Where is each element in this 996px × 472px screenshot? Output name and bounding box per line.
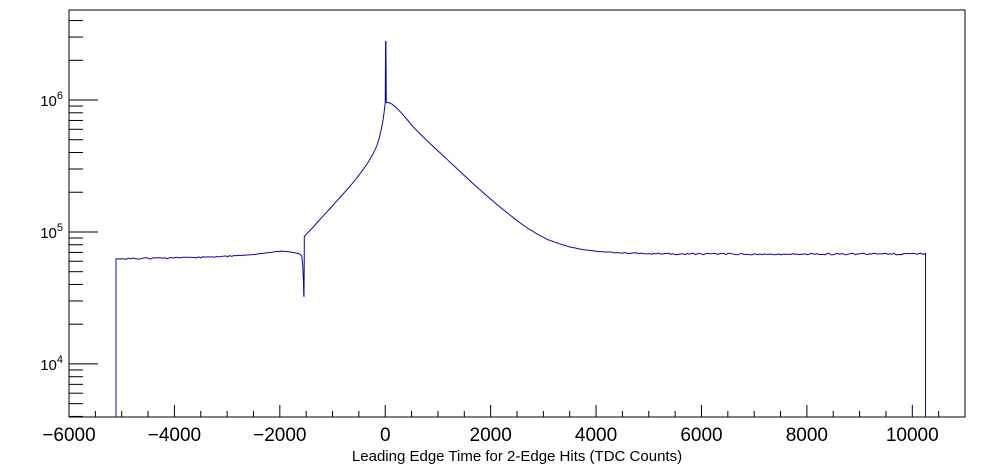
x-tick-label: 10000	[886, 425, 939, 446]
histogram-curve	[115, 40, 926, 417]
x-tick-label: 2000	[470, 425, 512, 446]
x-tick-label: 0	[380, 425, 391, 446]
y-tick-label: 105	[40, 222, 63, 242]
x-tick-label: −4000	[148, 425, 201, 446]
x-tick-label: 8000	[786, 425, 828, 446]
plot-frame	[68, 9, 966, 418]
axis-ticks	[69, 20, 940, 417]
x-tick-label: −6000	[42, 425, 95, 446]
axis-labels: −6000 −4000 −2000 0 2000 4000 6000 8000 10000 104…	[40, 90, 939, 446]
x-tick-label: 6000	[680, 425, 722, 446]
y-tick-label: 104	[40, 354, 63, 374]
x-tick-label: 4000	[575, 425, 617, 446]
x-axis-title: Leading Edge Time for 2-Edge Hits (TDC C…	[352, 448, 682, 465]
x-tick-label: −2000	[253, 425, 306, 446]
y-tick-label: 106	[40, 90, 63, 110]
